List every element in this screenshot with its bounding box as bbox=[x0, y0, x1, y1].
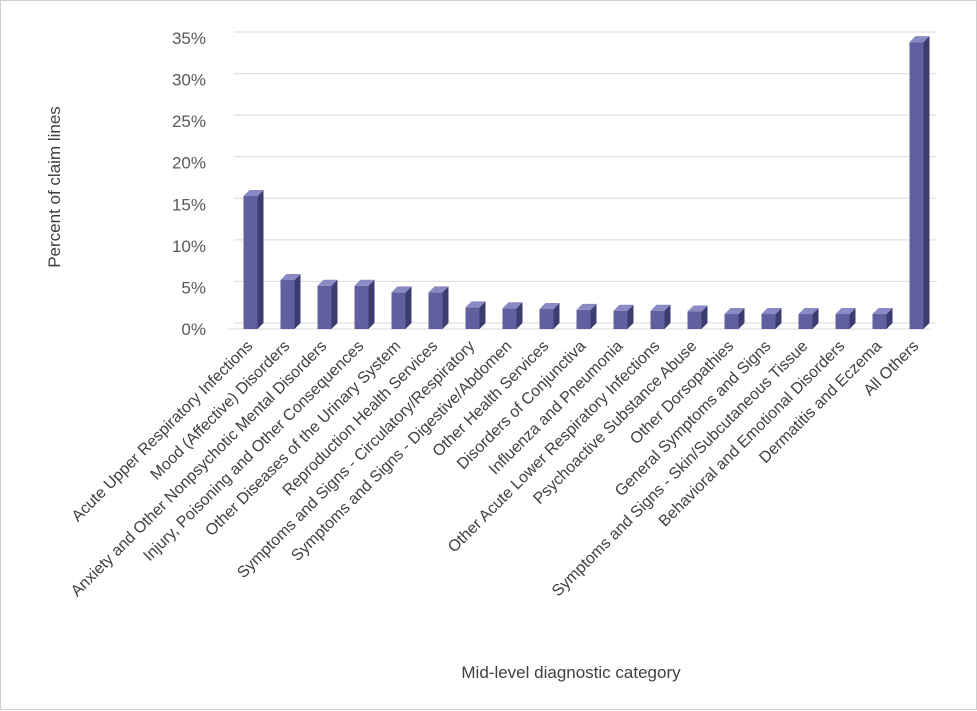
bar bbox=[280, 273, 301, 329]
bar-top-face bbox=[502, 302, 523, 309]
y-tick-label: 0% bbox=[181, 320, 206, 339]
bar-top-face bbox=[576, 303, 597, 310]
bar bbox=[317, 279, 338, 329]
bar-side-face bbox=[775, 308, 782, 329]
bar bbox=[613, 304, 634, 329]
bar-front-face bbox=[650, 310, 665, 329]
bar bbox=[798, 308, 819, 329]
y-tick-label: 5% bbox=[181, 278, 206, 297]
bar bbox=[576, 303, 597, 329]
bar bbox=[724, 308, 745, 329]
bar bbox=[391, 286, 412, 329]
bar-front-face bbox=[798, 314, 813, 329]
bar-side-face bbox=[368, 279, 375, 329]
bar-side-face bbox=[405, 286, 412, 329]
bar-side-face bbox=[294, 273, 301, 329]
x-axis-title: Mid-level diagnostic category bbox=[461, 663, 681, 682]
y-tick-label: 35% bbox=[172, 29, 206, 48]
bar-front-face bbox=[761, 314, 776, 329]
y-tick-label: 15% bbox=[172, 195, 206, 214]
bar-front-face bbox=[317, 285, 332, 329]
bar-top-face bbox=[354, 279, 375, 286]
bar-top-face bbox=[428, 286, 449, 293]
bar-front-face bbox=[687, 311, 702, 329]
bar-top-face bbox=[317, 279, 338, 286]
bar-front-face bbox=[539, 309, 554, 329]
bar-top-face bbox=[835, 308, 856, 315]
bar-side-face bbox=[738, 308, 745, 329]
bar-front-face bbox=[502, 308, 517, 329]
bar bbox=[761, 308, 782, 329]
y-tick-label: 25% bbox=[172, 112, 206, 131]
bar-front-face bbox=[354, 285, 369, 329]
x-tick-label: Anxiety and Other Nonpsychotic Mental Di… bbox=[68, 338, 330, 600]
bar-top-face bbox=[909, 36, 930, 43]
bar bbox=[835, 308, 856, 329]
y-tick-label: 30% bbox=[172, 71, 206, 90]
bar-side-face bbox=[664, 304, 671, 329]
bar-side-face bbox=[479, 301, 486, 329]
bar-side-face bbox=[886, 308, 893, 329]
bar-front-face bbox=[576, 309, 591, 329]
bar bbox=[650, 304, 671, 329]
bar bbox=[539, 303, 560, 329]
bar-top-face bbox=[650, 304, 671, 311]
bar bbox=[872, 308, 893, 329]
bar-top-face bbox=[798, 308, 819, 315]
bar-front-face bbox=[465, 307, 480, 329]
bar-top-face bbox=[280, 273, 301, 280]
bar-top-face bbox=[872, 308, 893, 315]
bar bbox=[502, 302, 523, 329]
bar-side-face bbox=[849, 308, 856, 329]
bar-side-face bbox=[257, 189, 264, 329]
y-tick-label: 10% bbox=[172, 237, 206, 256]
bar-front-face bbox=[391, 292, 406, 329]
bar-side-face bbox=[812, 308, 819, 329]
bar-side-face bbox=[923, 36, 930, 330]
bar-top-face bbox=[761, 308, 782, 315]
y-axis-ticks: 0% 5% 10% 15% 20% 25% 30% 35% bbox=[172, 29, 206, 339]
bar-top-face bbox=[613, 304, 634, 311]
bar-front-face bbox=[428, 292, 443, 329]
bar bbox=[465, 301, 486, 329]
bar-side-face bbox=[701, 305, 708, 329]
bar-front-face bbox=[909, 42, 924, 330]
bar-side-face bbox=[627, 304, 634, 329]
bar-top-face bbox=[724, 308, 745, 315]
bar-front-face bbox=[613, 310, 628, 329]
bar bbox=[909, 36, 930, 330]
bar-top-face bbox=[539, 303, 560, 310]
bar-side-face bbox=[590, 303, 597, 329]
bar-front-face bbox=[243, 195, 258, 329]
bar bbox=[428, 286, 449, 329]
bar bbox=[243, 189, 264, 329]
bar-side-face bbox=[442, 286, 449, 329]
y-tick-label: 20% bbox=[172, 154, 206, 173]
y-axis-title: Percent of claim lines bbox=[45, 106, 64, 268]
bar-side-face bbox=[553, 303, 560, 329]
bar-front-face bbox=[872, 314, 887, 329]
bar-side-face bbox=[331, 279, 338, 329]
bar-front-face bbox=[724, 314, 739, 329]
bar-top-face bbox=[465, 301, 486, 308]
bar-front-face bbox=[835, 314, 850, 329]
bar-front-face bbox=[280, 279, 295, 329]
bar-top-face bbox=[243, 189, 264, 196]
bar-side-face bbox=[516, 302, 523, 329]
bars bbox=[243, 36, 930, 330]
bar bbox=[354, 279, 375, 329]
bar-top-face bbox=[391, 286, 412, 293]
bar bbox=[687, 305, 708, 329]
bar-top-face bbox=[687, 305, 708, 312]
